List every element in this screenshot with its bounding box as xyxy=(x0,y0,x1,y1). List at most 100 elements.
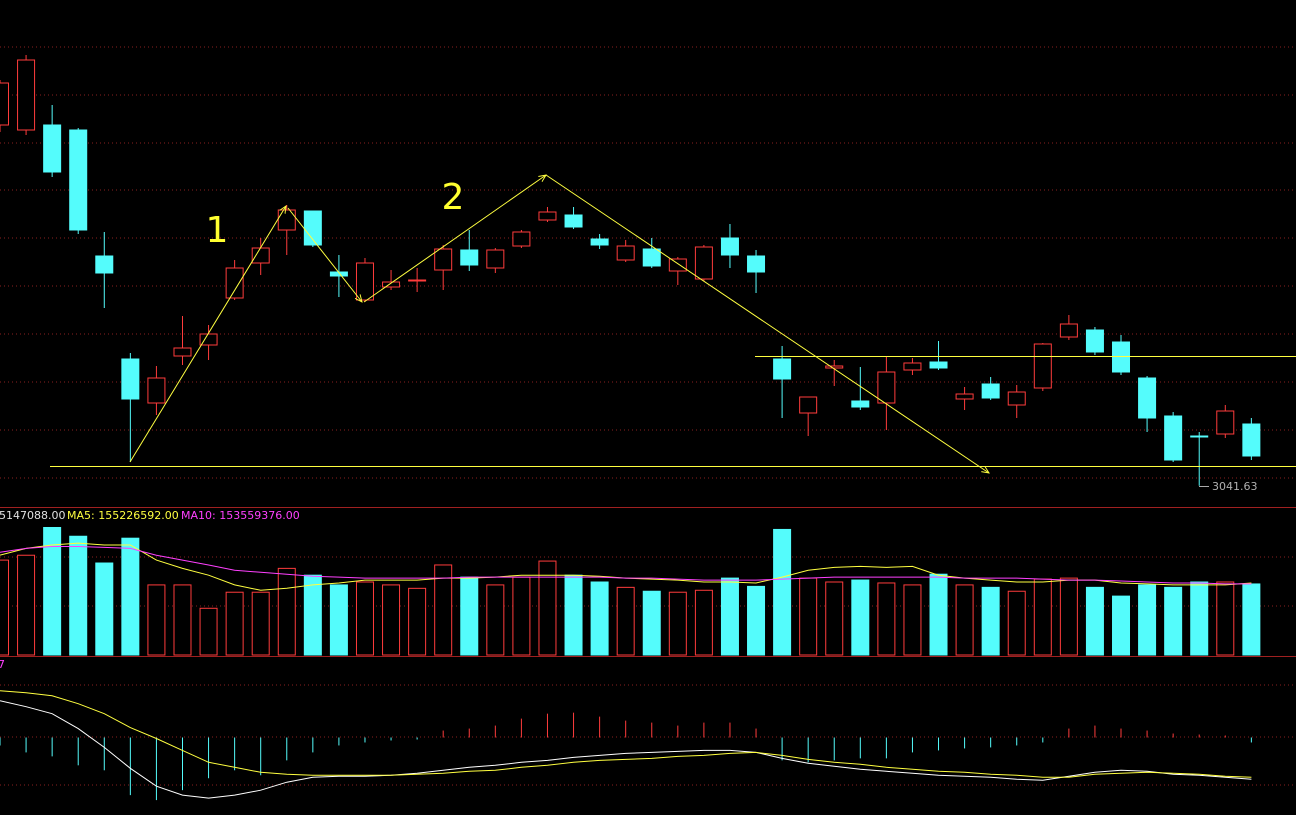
volume-bar xyxy=(43,526,62,656)
candle-body xyxy=(121,358,140,400)
volume-bar xyxy=(694,589,713,656)
volume-bar xyxy=(720,577,739,656)
candle-body xyxy=(434,248,453,271)
legend-entry: MA10: 153559376.00 xyxy=(181,509,300,522)
candle-body xyxy=(1216,410,1235,435)
volume-bar xyxy=(1007,590,1026,656)
volume-bar xyxy=(929,573,948,656)
candle-body xyxy=(668,258,687,272)
volume-bar xyxy=(1033,578,1052,656)
candle-body xyxy=(1138,377,1157,419)
volume-bar xyxy=(303,574,322,656)
volume-bar xyxy=(121,537,140,656)
volume-bar xyxy=(590,581,609,656)
volume-bar xyxy=(538,560,557,656)
volume-bar xyxy=(1138,584,1157,656)
volume-bar xyxy=(382,584,401,656)
candle-body xyxy=(0,82,9,126)
candle-body xyxy=(877,371,896,404)
volume-bar xyxy=(199,607,218,656)
candle-body xyxy=(408,279,427,282)
volume-bar xyxy=(355,581,374,656)
volume-bar xyxy=(851,579,870,656)
candle-body xyxy=(642,248,661,267)
macd-header: 7 xyxy=(0,658,5,671)
annotation: 2 xyxy=(442,177,465,218)
candle-body xyxy=(799,396,818,414)
candle-body xyxy=(251,247,270,264)
volume-bar xyxy=(225,591,244,656)
grid xyxy=(0,46,1296,786)
volume-bar xyxy=(903,584,922,656)
candle-body xyxy=(720,237,739,256)
candle-body xyxy=(773,358,792,380)
volume-bar xyxy=(799,577,818,656)
volume-bar xyxy=(69,535,88,656)
volume-bar xyxy=(642,590,661,656)
volume-bar xyxy=(0,559,9,656)
candle-body xyxy=(955,393,974,400)
volume-bar xyxy=(825,581,844,656)
volume-bar xyxy=(1216,581,1235,656)
candle-body xyxy=(747,255,766,273)
candle-body xyxy=(851,400,870,408)
volume-header: 5147088.00 xyxy=(0,509,65,522)
legend-entry: MA5: 155226592.00 xyxy=(67,509,179,522)
volume-bar xyxy=(1164,586,1183,656)
volume-bar xyxy=(460,576,479,656)
volume-bar xyxy=(668,591,687,656)
volume-bar xyxy=(773,528,792,656)
volume-bar xyxy=(147,584,166,656)
candle-body xyxy=(460,249,479,266)
candle-body xyxy=(929,361,948,369)
volume-bar xyxy=(434,564,453,656)
candle-body xyxy=(564,214,583,228)
candle-body xyxy=(616,245,635,261)
candle-body xyxy=(173,347,192,357)
candle-body xyxy=(1242,423,1261,457)
annotation: 1 xyxy=(206,210,229,251)
candle-body xyxy=(1190,435,1209,438)
volume-bar xyxy=(564,574,583,656)
volume-bar xyxy=(173,584,192,656)
indicator-line xyxy=(0,690,1252,778)
candle-body xyxy=(95,255,114,274)
candle-body xyxy=(694,246,713,280)
candle-body xyxy=(486,249,505,269)
plot-area xyxy=(0,55,1261,801)
volume-bar xyxy=(1059,577,1078,656)
candle-body xyxy=(1164,415,1183,461)
candle-body xyxy=(147,377,166,404)
low-price-label: 3041.63 xyxy=(1212,480,1258,493)
candle-body xyxy=(277,209,296,231)
volume-bar xyxy=(1085,586,1104,656)
volume-bar xyxy=(277,567,296,656)
trend-lines xyxy=(50,175,1296,487)
candle-body xyxy=(69,129,88,231)
candle-body xyxy=(225,267,244,299)
candle-body xyxy=(17,59,36,131)
candle-body xyxy=(590,238,609,246)
indicator-line xyxy=(0,546,1252,585)
candle-body xyxy=(43,124,62,173)
volume-bar xyxy=(329,584,348,656)
candle-body xyxy=(512,231,531,247)
volume-bar xyxy=(616,586,635,656)
volume-bar xyxy=(486,584,505,656)
candle-body xyxy=(825,365,844,369)
candle-body xyxy=(382,281,401,288)
volume-bar xyxy=(1190,581,1209,656)
candle-body xyxy=(1059,323,1078,338)
volume-bar xyxy=(1242,583,1261,656)
candle-body xyxy=(1007,391,1026,406)
volume-bar xyxy=(95,562,114,656)
volume-bar xyxy=(17,554,36,656)
candle-body xyxy=(1033,343,1052,389)
candle-body xyxy=(981,383,1000,399)
volume-bar xyxy=(512,576,531,656)
volume-bar xyxy=(251,591,270,656)
indicator-line xyxy=(0,700,1252,799)
candle-body xyxy=(903,362,922,371)
